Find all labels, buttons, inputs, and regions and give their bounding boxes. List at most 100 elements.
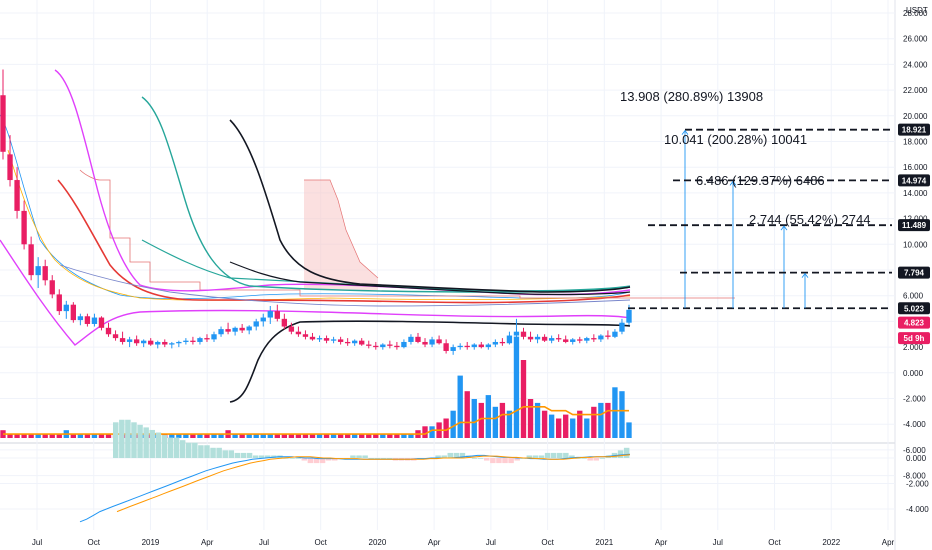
time-tick-label: Jul [713, 538, 723, 547]
macd-hist-bar [131, 422, 137, 458]
candle-body [626, 309, 632, 323]
candle-body [373, 345, 379, 348]
candle-body [84, 316, 91, 324]
price-tags: 18.921 14.974 11.489 7.794 5.023 4.823 5d 9h [898, 123, 930, 345]
price-tick-label: 20.000 [903, 112, 928, 121]
target-arrow-head [681, 129, 689, 135]
candle-body [14, 180, 20, 211]
volume-bar [457, 375, 463, 438]
macd-hist-bar [234, 452, 241, 458]
indicator-axis: 0.000 -2.000 -4.000 [906, 454, 929, 514]
volume-bar [401, 434, 407, 438]
price-tick-label: -2.000 [903, 395, 926, 404]
candle-body [218, 329, 224, 335]
candle-body [281, 318, 288, 327]
time-tick-label: Apr [882, 538, 895, 547]
volume-bar [281, 434, 288, 438]
candle-body [176, 341, 182, 344]
volume-bar [323, 434, 330, 438]
time-tick-label: Jul [259, 538, 269, 547]
candle-body [162, 341, 168, 345]
candle-body [366, 344, 372, 346]
volume-bar [626, 422, 632, 438]
candle-body [126, 339, 133, 342]
candle-body [513, 331, 520, 336]
macd-hist-bar [496, 458, 502, 464]
price-tag-label: 4.823 [904, 319, 925, 328]
macd-hist-bar [563, 452, 569, 458]
price-tick-label: 16.000 [903, 163, 928, 172]
price-axis: 28.000 26.000 24.000 22.000 20.000 18.000 16.0… [903, 9, 928, 481]
price-tag [898, 123, 930, 136]
currency-label: USDT [906, 6, 928, 15]
candle-body [471, 344, 477, 348]
volume-bar [443, 418, 449, 438]
candle-body [155, 341, 161, 345]
volume-bar [197, 434, 203, 438]
volume-bar [534, 402, 541, 438]
volume-bar [380, 434, 386, 438]
price-tick-label: 6.000 [903, 292, 924, 301]
time-tick-label: Jul [486, 538, 496, 547]
volume-bar [429, 426, 435, 438]
macd-hist-bar [204, 445, 210, 458]
macd-hist-bar [307, 458, 314, 464]
candle-body [119, 338, 126, 342]
candle-body [239, 327, 245, 331]
macd-hist-bar [557, 452, 563, 458]
macd-hist-bar [575, 458, 581, 459]
candle-body [232, 327, 238, 332]
candle-body [323, 338, 330, 341]
macd-hist-bar [246, 452, 253, 458]
candle-body [485, 344, 491, 348]
candle-body [274, 311, 280, 319]
candle-body [605, 335, 611, 337]
volume-bar [239, 434, 245, 438]
candle-body [288, 326, 295, 332]
candle-body [584, 338, 590, 341]
volume-bar [56, 434, 62, 438]
candle-body [190, 340, 196, 342]
volume-bar [373, 434, 379, 438]
volume-bar [14, 434, 20, 438]
volume-bar [555, 418, 562, 438]
volume-bar [492, 406, 499, 438]
candle-body [563, 339, 569, 342]
price-tag-label: 18.921 [902, 126, 927, 135]
price-tag [898, 219, 930, 232]
volume-bar [35, 434, 41, 438]
target-label: 6.486 (129.37%) 6486 [696, 173, 825, 188]
candle-body [450, 347, 456, 351]
volume-bar [352, 434, 358, 438]
macd-hist-bar [119, 419, 125, 458]
candle-body [394, 345, 400, 348]
time-tick-label: Oct [88, 538, 101, 547]
price-tick-label: 2.000 [903, 343, 924, 352]
ichimoku-cloud [304, 179, 379, 290]
price-tick-label: 0.000 [903, 369, 924, 378]
macd-hist-bar [265, 455, 271, 458]
macd-hist-bar [532, 455, 539, 458]
candle-body [302, 334, 309, 337]
candle-body [133, 339, 140, 344]
volume-bar [337, 434, 344, 438]
macd-hist-bar [216, 447, 222, 458]
macd-hist-bar [319, 458, 326, 464]
volume-bar [344, 434, 351, 438]
candle-body [541, 336, 548, 341]
macd-hist-bar [526, 455, 533, 458]
candle-body [246, 326, 252, 331]
volume-bar [316, 434, 323, 438]
volume-bar [387, 434, 393, 438]
candle-body [352, 340, 358, 344]
volume-bar [211, 434, 217, 438]
candle-body [443, 343, 449, 351]
volume-bar [42, 434, 48, 438]
price-tag-label: 7.794 [904, 269, 925, 278]
candle-body [49, 280, 55, 295]
volume-bar [478, 402, 484, 438]
candle-body [422, 341, 428, 345]
candle-body [429, 339, 435, 345]
